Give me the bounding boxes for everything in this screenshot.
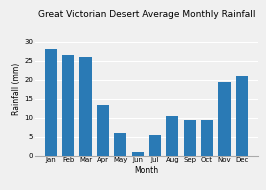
Bar [149, 135, 161, 156]
Bar [45, 49, 57, 156]
Bar [132, 152, 144, 156]
Bar [184, 120, 196, 156]
Bar [97, 105, 109, 156]
X-axis label: Month: Month [134, 166, 158, 175]
Bar [166, 116, 178, 156]
Y-axis label: Rainfall (mm): Rainfall (mm) [13, 63, 22, 116]
Bar [236, 76, 248, 156]
Bar [218, 82, 231, 156]
Bar [80, 57, 92, 156]
Bar [201, 120, 213, 156]
Title: Great Victorian Desert Average Monthly Rainfall: Great Victorian Desert Average Monthly R… [38, 10, 255, 19]
Bar [114, 133, 126, 156]
Bar [62, 55, 74, 156]
